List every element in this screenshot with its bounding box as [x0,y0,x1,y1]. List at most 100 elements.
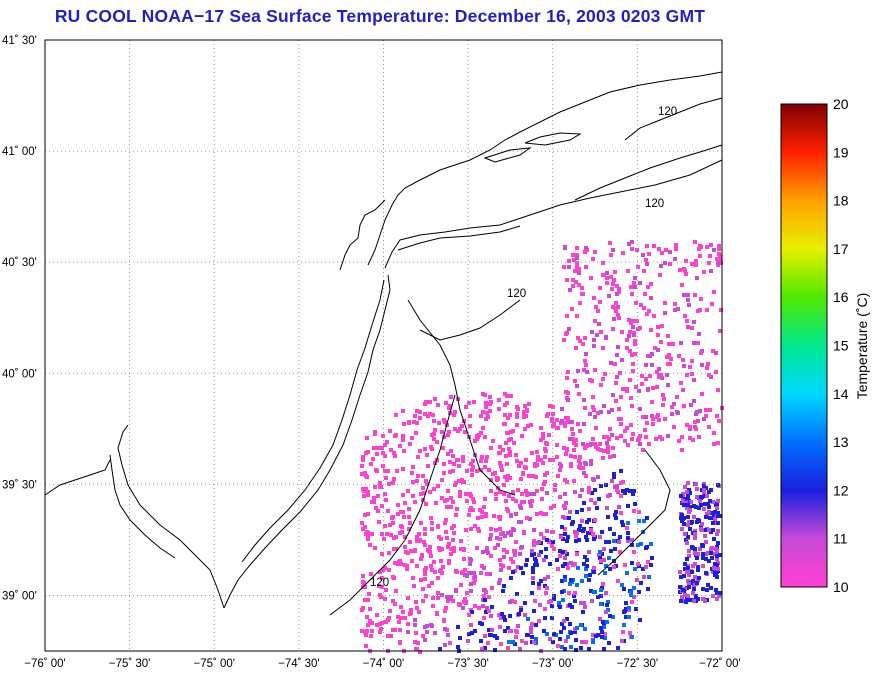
sst-pixel [573,599,577,603]
sst-pixel [574,534,578,538]
sst-pixel [565,278,569,282]
sst-pixel [477,606,481,610]
sst-pixel [647,309,651,313]
sst-pixel [568,622,572,626]
sst-pixel [535,563,539,567]
sst-pixel [672,402,676,406]
sst-pixel [631,319,635,323]
sst-pixel [575,265,579,269]
sst-pixel [446,433,450,437]
sst-pixel [531,570,535,574]
sst-pixel [576,369,580,373]
sst-pixel [693,536,697,540]
sst-pixel [716,483,720,487]
sst-pixel [519,461,523,465]
sst-pixel [494,492,498,496]
sst-pixel [661,403,665,407]
sst-pixel [436,576,440,580]
sst-pixel [448,460,452,464]
isobath-label: 120 [658,106,677,118]
sst-pixel [532,543,536,547]
sst-pixel [644,377,648,381]
sst-pixel [441,565,445,569]
sst-pixel [680,595,684,599]
sst-pixel [647,442,651,446]
sst-pixel [363,471,367,475]
colorbar-tick-label: 11 [833,531,848,547]
sst-pixel [364,451,368,455]
sst-pixel [401,493,405,497]
sst-pixel [467,513,471,517]
sst-pixel [547,600,551,604]
sst-pixel [630,247,634,251]
sst-pixel [645,421,649,425]
sst-pixel [599,448,603,452]
sst-pixel [668,262,672,266]
sst-pixel [567,265,571,269]
sst-pixel [610,287,614,291]
sst-pixel [695,487,699,491]
sst-pixel [602,449,606,453]
sst-pixel [423,543,427,547]
sst-pixel [360,464,364,468]
sst-pixel [581,610,585,614]
sst-pixel [664,248,668,252]
sst-pixel [712,537,716,541]
sst-pixel [716,529,720,533]
sst-pixel [695,552,699,556]
sst-pixel [452,549,456,553]
sst-pixel [363,598,367,602]
sst-pixel [604,483,608,487]
sst-pixel [545,414,549,418]
sst-pixel [643,292,647,296]
sst-pixel [400,530,404,534]
sst-pixel [530,635,534,639]
sst-pixel [621,630,625,634]
sst-pixel [492,514,496,518]
sst-pixel [692,341,696,345]
sst-pixel [423,577,427,581]
sst-pixel [501,564,505,568]
sst-pixel [645,262,649,266]
sst-pixel [503,629,507,633]
sst-pixel [719,261,723,265]
sst-pixel [594,426,598,430]
sst-pixel [436,596,440,600]
sst-pixel [422,491,426,495]
sst-pixel [715,563,719,567]
sst-pixel [680,448,684,452]
sst-pixel [697,576,701,580]
sst-pixel [572,441,576,445]
sst-pixel [625,571,629,575]
sst-pixel [532,528,536,532]
sst-pixel [407,420,411,424]
sst-pixel [449,449,453,453]
sst-pixel [605,506,609,510]
sst-pixel [471,497,475,501]
sst-pixel [428,400,432,404]
sst-pixel [574,346,578,350]
sst-pixel [618,550,622,554]
sst-pixel [542,629,546,633]
sst-pixel [411,480,415,484]
sst-pixel [491,439,495,443]
sst-pixel [599,626,603,630]
sst-pixel [452,531,456,535]
sst-pixel [624,615,628,619]
sst-pixel [465,469,469,473]
sst-pixel [489,446,493,450]
sst-pixel [654,437,658,441]
sst-pixel [626,539,630,543]
sst-pixel [707,261,711,265]
sst-pixel [602,558,606,562]
sst-pixel [499,616,503,620]
sst-pixel [579,601,583,605]
sst-pixel [425,624,429,628]
sst-pixel [577,271,581,275]
sst-pixel [368,607,372,611]
sst-pixel [649,296,653,300]
sst-pixel [632,489,636,493]
sst-pixel [370,532,374,536]
sst-pixel [623,429,627,433]
sst-pixel [585,564,589,568]
